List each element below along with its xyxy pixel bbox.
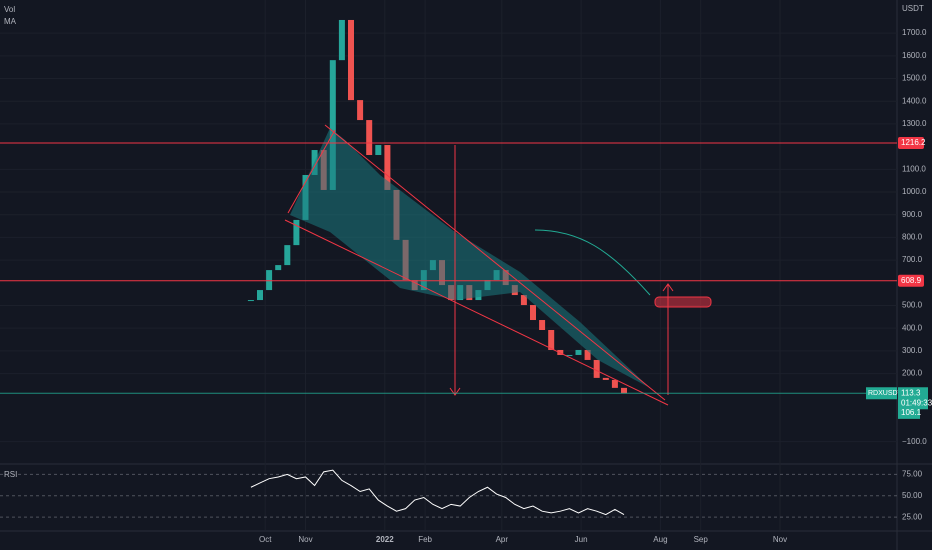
y-tick-label: 1600.0 [902, 51, 927, 60]
candle-body [575, 349, 582, 355]
ma-price-label: 106.1 [901, 408, 922, 417]
grid [0, 0, 897, 530]
level-label: 1216.2 [901, 138, 926, 147]
symbol-tag [866, 387, 897, 400]
y-tick-label: 1700.0 [902, 28, 927, 37]
y-tick-label: 800.0 [902, 233, 923, 242]
x-tick-label: Apr [496, 535, 509, 544]
ma-tag [898, 406, 920, 419]
wedge-upper [324, 124, 666, 401]
y-tick-label: 200.0 [902, 369, 923, 378]
vol-label: Vol [4, 5, 15, 14]
wedge-lower [284, 219, 669, 406]
candle-body [284, 245, 291, 266]
candle-body [566, 354, 573, 356]
candle-body [275, 265, 282, 271]
candle-body [548, 330, 555, 350]
candle-body [539, 320, 546, 331]
candle-body [584, 349, 591, 360]
y-tick-label: 700.0 [902, 255, 923, 264]
wedge-fill [290, 128, 650, 388]
x-tick-label: Jun [575, 535, 588, 544]
drawings [284, 124, 712, 406]
candle-body [348, 19, 354, 101]
y-tick-label: 1100.0 [902, 164, 926, 173]
y-tick-label: 1000.0 [902, 187, 927, 196]
candle-body [357, 100, 364, 121]
candle-body [530, 305, 536, 321]
candle-body [611, 379, 618, 388]
candle-body [293, 219, 300, 246]
x-tick-label: Aug [653, 535, 667, 544]
y-tick-label: 1500.0 [902, 74, 927, 83]
symbol-label: RDXUSDT [868, 390, 903, 397]
candle-body [375, 145, 382, 156]
rsi-tick-label: 25.00 [902, 512, 923, 521]
candle-body [329, 60, 336, 190]
candle-body [384, 145, 391, 190]
candle-body [257, 290, 263, 301]
countdown-label: 01:49:33 [901, 398, 932, 407]
candle-body [247, 300, 254, 302]
x-tick-label: Sep [694, 535, 709, 544]
ma-label: MA [4, 17, 17, 26]
y-tick-label: 300.0 [902, 346, 923, 355]
level-label: 608.9 [901, 276, 922, 285]
y-tick-label: 1400.0 [902, 96, 927, 105]
rsi-tick-label: 75.00 [902, 470, 923, 479]
rsi-line [250, 469, 625, 516]
candle-body [520, 295, 527, 306]
target-box [654, 296, 712, 308]
x-tick-label: Nov [298, 535, 312, 544]
arrow-head [662, 283, 674, 292]
candle-body [338, 19, 345, 61]
candle-body [593, 359, 600, 378]
candle-body [266, 270, 273, 291]
candle-body [602, 377, 609, 380]
price-tag [898, 387, 928, 410]
y-tick-label: 500.0 [902, 301, 923, 310]
x-tick-label: Nov [773, 535, 787, 544]
y-tick-label: 1300.0 [902, 119, 927, 128]
rsi-label: RSI [4, 470, 17, 479]
arrow-head [449, 387, 461, 396]
wedge-edge [287, 129, 336, 214]
currency-label: USDT [902, 4, 924, 13]
last-price-label: 113.3 [901, 388, 921, 397]
level-tag [898, 274, 924, 287]
x-tick-label: Oct [259, 535, 272, 544]
y-tick-label: −100.0 [902, 437, 927, 446]
candle-body [621, 387, 627, 394]
y-tick-label: 900.0 [902, 210, 923, 219]
level-tag [898, 136, 924, 149]
candle-body [366, 120, 373, 156]
x-tick-label: Feb [418, 535, 432, 544]
rsi-tick-label: 50.00 [902, 491, 923, 500]
y-tick-label: 400.0 [902, 323, 923, 332]
x-tick-label: 2022 [376, 535, 394, 544]
